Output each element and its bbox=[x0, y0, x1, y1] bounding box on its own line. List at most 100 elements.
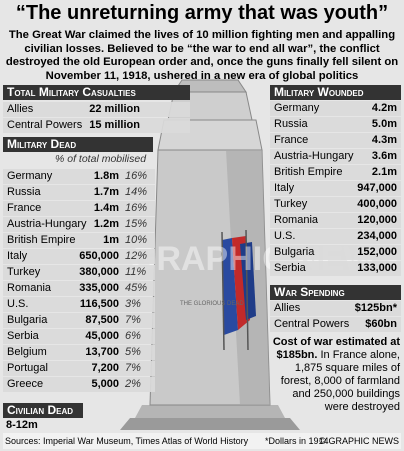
amount: $60bn bbox=[365, 318, 397, 330]
wounded: 4.3m bbox=[371, 134, 397, 146]
country: Austria-Hungary bbox=[7, 218, 87, 230]
percent: 5% bbox=[125, 346, 141, 358]
country: British Empire bbox=[274, 166, 343, 178]
label: Central Powers bbox=[274, 318, 350, 330]
country: France bbox=[7, 202, 42, 214]
dead: 45,000 bbox=[85, 330, 119, 342]
country: Italy bbox=[7, 250, 28, 262]
title: “The unreturning army that was youth” bbox=[15, 2, 389, 24]
country: Austria-Hungary bbox=[274, 150, 354, 162]
subtitle: % of total mobilised bbox=[55, 153, 147, 165]
amount: $125bn* bbox=[354, 302, 397, 314]
dead: 380,000 bbox=[79, 266, 119, 278]
table-row: Belgium 13,700 5% bbox=[3, 345, 155, 360]
civilian-value: 8-12m bbox=[6, 419, 38, 431]
table-row: Russia 5.0m bbox=[270, 117, 401, 132]
wounded: 133,000 bbox=[357, 262, 397, 274]
dead: 87,500 bbox=[85, 314, 119, 326]
country: Bulgaria bbox=[274, 246, 315, 258]
table-row: Bulgaria 152,000 bbox=[270, 245, 401, 260]
cost-note: Cost of war estimated at $185bn. In Fran… bbox=[270, 336, 400, 414]
percent: 12% bbox=[125, 250, 148, 262]
sources: Sources: Imperial War Museum, Times Atla… bbox=[5, 436, 249, 446]
percent: 7% bbox=[125, 362, 141, 374]
country: Bulgaria bbox=[7, 314, 48, 326]
table-row: France 4.3m bbox=[270, 133, 401, 148]
dead: 1.7m bbox=[93, 186, 119, 198]
wounded: 2.1m bbox=[371, 166, 397, 178]
country: Turkey bbox=[274, 198, 308, 210]
country: France bbox=[274, 134, 309, 146]
table-row: Austria-Hungary 1.2m 15% bbox=[3, 217, 155, 232]
wounded: 947,000 bbox=[357, 182, 397, 194]
table-row: Central Powers 15 million bbox=[3, 118, 190, 133]
table-row: Bulgaria 87,500 7% bbox=[3, 313, 155, 328]
table-row: France 1.4m 16% bbox=[3, 201, 155, 216]
section-header: Civilian Dead bbox=[3, 403, 83, 418]
intro: The Great War claimed the lives of 10 mi… bbox=[5, 29, 399, 82]
country: Russia bbox=[274, 118, 308, 130]
table-row: U.S. 234,000 bbox=[270, 229, 401, 244]
wounded: 234,000 bbox=[357, 230, 397, 242]
dead: 13,700 bbox=[85, 346, 119, 358]
table-row: Greece 5,000 2% bbox=[3, 377, 155, 392]
wounded: 5.0m bbox=[371, 118, 397, 130]
wounded: 3.6m bbox=[371, 150, 397, 162]
country: Germany bbox=[274, 102, 320, 114]
country: U.S. bbox=[274, 230, 296, 242]
country: U.S. bbox=[7, 298, 29, 310]
dead: 1.2m bbox=[93, 218, 119, 230]
percent: 11% bbox=[125, 266, 147, 278]
cost-headline: Cost of war estimated at $185bn. bbox=[272, 336, 400, 361]
table-row: Italy 650,000 12% bbox=[3, 249, 155, 264]
dead: 1.8m bbox=[93, 170, 119, 182]
dead: 335,000 bbox=[79, 282, 119, 294]
table-row: Serbia 133,000 bbox=[270, 261, 401, 276]
country: Serbia bbox=[274, 262, 306, 274]
country: Greece bbox=[7, 378, 44, 390]
country: Germany bbox=[7, 170, 53, 182]
percent: 45% bbox=[125, 282, 148, 294]
percent: 6% bbox=[125, 330, 141, 342]
label: Allies bbox=[274, 302, 301, 314]
country: Portugal bbox=[7, 362, 48, 374]
table-row: Germany 1.8m 16% bbox=[3, 169, 155, 184]
table-row: Italy 947,000 bbox=[270, 181, 401, 196]
section-header: Military Dead bbox=[3, 137, 153, 152]
percent: 16% bbox=[125, 170, 148, 182]
label: Allies bbox=[7, 103, 34, 115]
percent: 15% bbox=[125, 218, 148, 230]
table-row: British Empire 1m 10% bbox=[3, 233, 155, 248]
table-row: Allies 22 million bbox=[3, 102, 190, 117]
value: 22 million bbox=[89, 103, 140, 115]
wounded: 120,000 bbox=[357, 214, 397, 226]
value: 15 million bbox=[89, 119, 140, 131]
percent: 10% bbox=[125, 234, 148, 246]
table-row: British Empire 2.1m bbox=[270, 165, 401, 180]
table-row: Central Powers $60bn bbox=[270, 317, 401, 332]
table-row: Romania 335,000 45% bbox=[3, 281, 155, 296]
section-header: War Spending bbox=[270, 285, 401, 300]
country: Romania bbox=[274, 214, 319, 226]
table-row: Portugal 7,200 7% bbox=[3, 361, 155, 376]
country: Serbia bbox=[7, 330, 39, 342]
percent: 16% bbox=[125, 202, 148, 214]
table-row: Russia 1.7m 14% bbox=[3, 185, 155, 200]
dead: 116,500 bbox=[79, 298, 119, 310]
dead: 1m bbox=[103, 234, 119, 246]
note: *Dollars in 1914 bbox=[265, 436, 329, 446]
country: Romania bbox=[7, 282, 52, 294]
table-row: Romania 120,000 bbox=[270, 213, 401, 228]
wounded: 152,000 bbox=[357, 246, 397, 258]
cost-text: In France alone, 1,875 square miles of f… bbox=[280, 349, 400, 413]
section-header: Total Military Casualties bbox=[3, 85, 190, 100]
dead: 1.4m bbox=[93, 202, 119, 214]
percent: 7% bbox=[125, 314, 141, 326]
table-row: Austria-Hungary 3.6m bbox=[270, 149, 401, 164]
country: Italy bbox=[274, 182, 295, 194]
credit: © GRAPHIC NEWS bbox=[319, 436, 399, 446]
country: Belgium bbox=[7, 346, 47, 358]
dead: 5,000 bbox=[91, 378, 119, 390]
table-row: Allies $125bn* bbox=[270, 301, 401, 316]
